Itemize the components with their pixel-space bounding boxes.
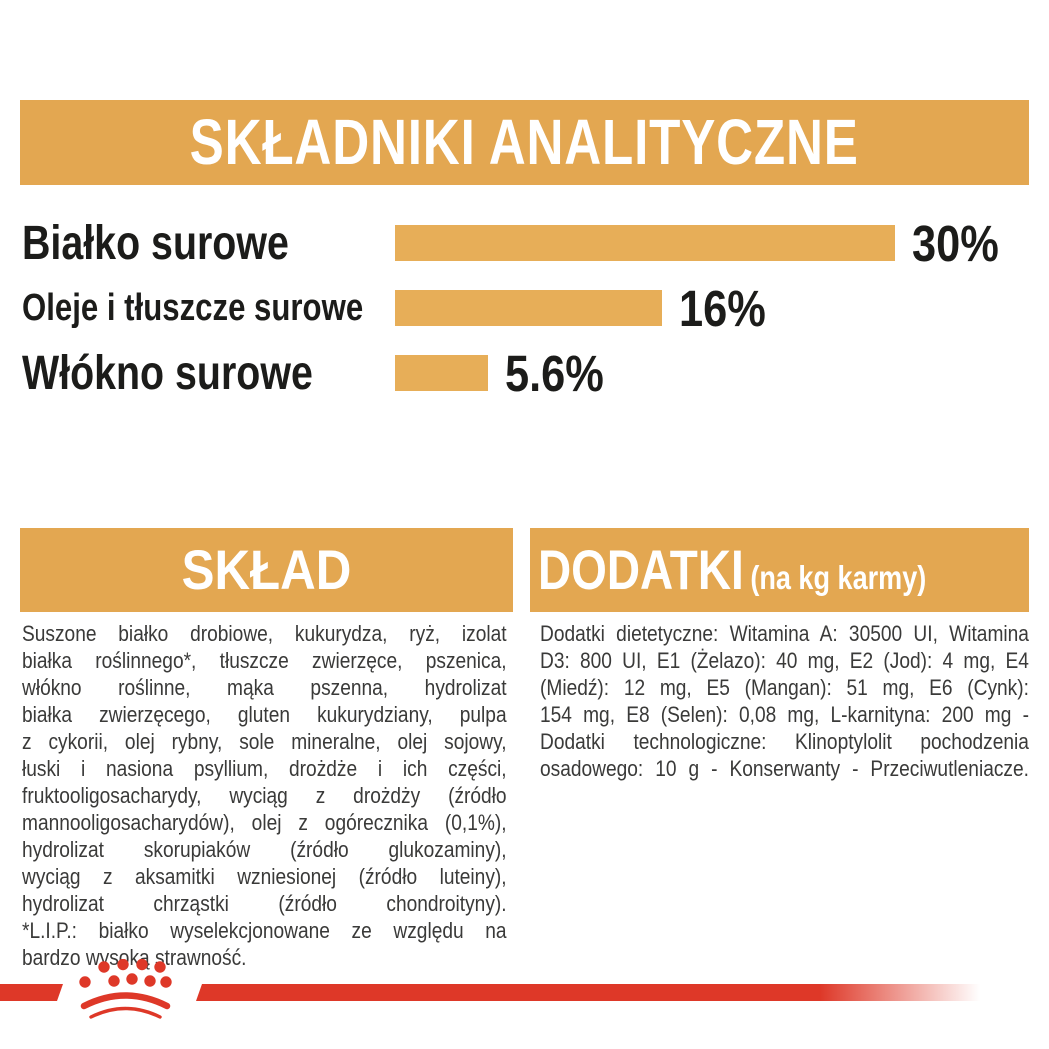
footer-red-bar-right bbox=[196, 984, 996, 1001]
composition-text-line: *L.I.P.: białko wyselekcjonowane ze wzgl… bbox=[22, 918, 507, 943]
chart-category-label: Białko surowe bbox=[22, 216, 289, 270]
additives-heading: DODATKI bbox=[538, 538, 744, 601]
composition-text-line: hydrolizat chrząstki (źródło chondroityn… bbox=[22, 891, 507, 916]
composition-text-line: bardzo wysoką strawność. bbox=[22, 945, 247, 970]
composition-text-line: białka zwierzęcego, gluten kukurydziany,… bbox=[22, 702, 507, 727]
chart-row: Oleje i tłuszcze surowe 16% bbox=[20, 280, 1029, 337]
chart-row: Włókno surowe 5.6% bbox=[20, 345, 1029, 402]
analytical-components-header: SKŁADNIKI ANALITYCZNE bbox=[20, 100, 1029, 185]
additives-heading-suffix: (na kg karmy) bbox=[750, 559, 927, 596]
additives-text-line: (Miedź): 12 mg, E5 (Mangan): 51 mg, E6 (… bbox=[540, 675, 1029, 700]
composition-text-line: Suszone białko drobiowe, kukurydza, ryż,… bbox=[22, 621, 507, 646]
additives-text-line: 154 mg, E8 (Selen): 0,08 mg, L-karnityna… bbox=[540, 702, 1029, 727]
chart-bar bbox=[395, 225, 895, 261]
composition-text-line: mannooligosacharydów), olej z ogórecznik… bbox=[22, 810, 507, 835]
royal-canin-crown-logo bbox=[79, 959, 172, 1019]
additives-heading-group: DODATKI (na kg karmy) bbox=[538, 528, 926, 612]
chart-row: Białko surowe 30% bbox=[20, 215, 1029, 272]
composition-text-line: z cykorii, olej rybny, sole mineralne, o… bbox=[22, 729, 507, 754]
additives-text-line: D3: 800 UI, E1 (Żelazo): 40 mg, E2 (Jod)… bbox=[540, 648, 1029, 673]
composition-text-line: włókno roślinne, mąka pszenna, hydroliza… bbox=[22, 675, 507, 700]
chart-category-label: Włókno surowe bbox=[22, 346, 313, 400]
chart-value-label: 30% bbox=[912, 215, 999, 272]
additives-section-header: DODATKI (na kg karmy) bbox=[530, 528, 1029, 612]
page-title: SKŁADNIKI ANALITYCZNE bbox=[189, 106, 860, 178]
composition-text-line: łuski i nasiona psyllium, drożdże i ich … bbox=[22, 756, 507, 781]
composition-text-line: białka roślinnego*, tłuszcze zwierzęce, … bbox=[22, 648, 507, 673]
chart-value-label: 16% bbox=[679, 280, 766, 337]
composition-section-header: SKŁAD bbox=[20, 528, 513, 612]
footer-red-bar-left bbox=[0, 984, 63, 1001]
composition-text-line: hydrolizat skorupiaków (źródło glukozami… bbox=[22, 837, 507, 862]
composition-text-line: wyciąg z aksamitki wzniesionej (źródło l… bbox=[22, 864, 507, 889]
additives-text-line: Dodatki dietetyczne: Witamina A: 30500 U… bbox=[540, 621, 1029, 646]
additives-text-line: Dodatki technologiczne: Klinoptylolit po… bbox=[540, 729, 1029, 754]
additives-text: Dodatki dietetyczne: Witamina A: 30500 U… bbox=[540, 620, 1029, 782]
composition-heading: SKŁAD bbox=[181, 538, 352, 601]
analytical-bar-chart: Białko surowe 30% Oleje i tłuszcze surowe 1… bbox=[20, 215, 1029, 402]
chart-bar bbox=[395, 355, 488, 391]
composition-text: Suszone białko drobiowe, kukurydza, ryż,… bbox=[22, 620, 507, 971]
composition-text-line: fruktooligosacharydy, wyciąg z drożdży (… bbox=[22, 783, 507, 808]
chart-category-label: Oleje i tłuszcze surowe bbox=[22, 286, 364, 329]
additives-text-line: osadowego: 10 g - Konserwanty - Przeciwu… bbox=[540, 756, 1029, 781]
chart-bar bbox=[395, 290, 662, 326]
chart-value-label: 5.6% bbox=[505, 345, 604, 402]
